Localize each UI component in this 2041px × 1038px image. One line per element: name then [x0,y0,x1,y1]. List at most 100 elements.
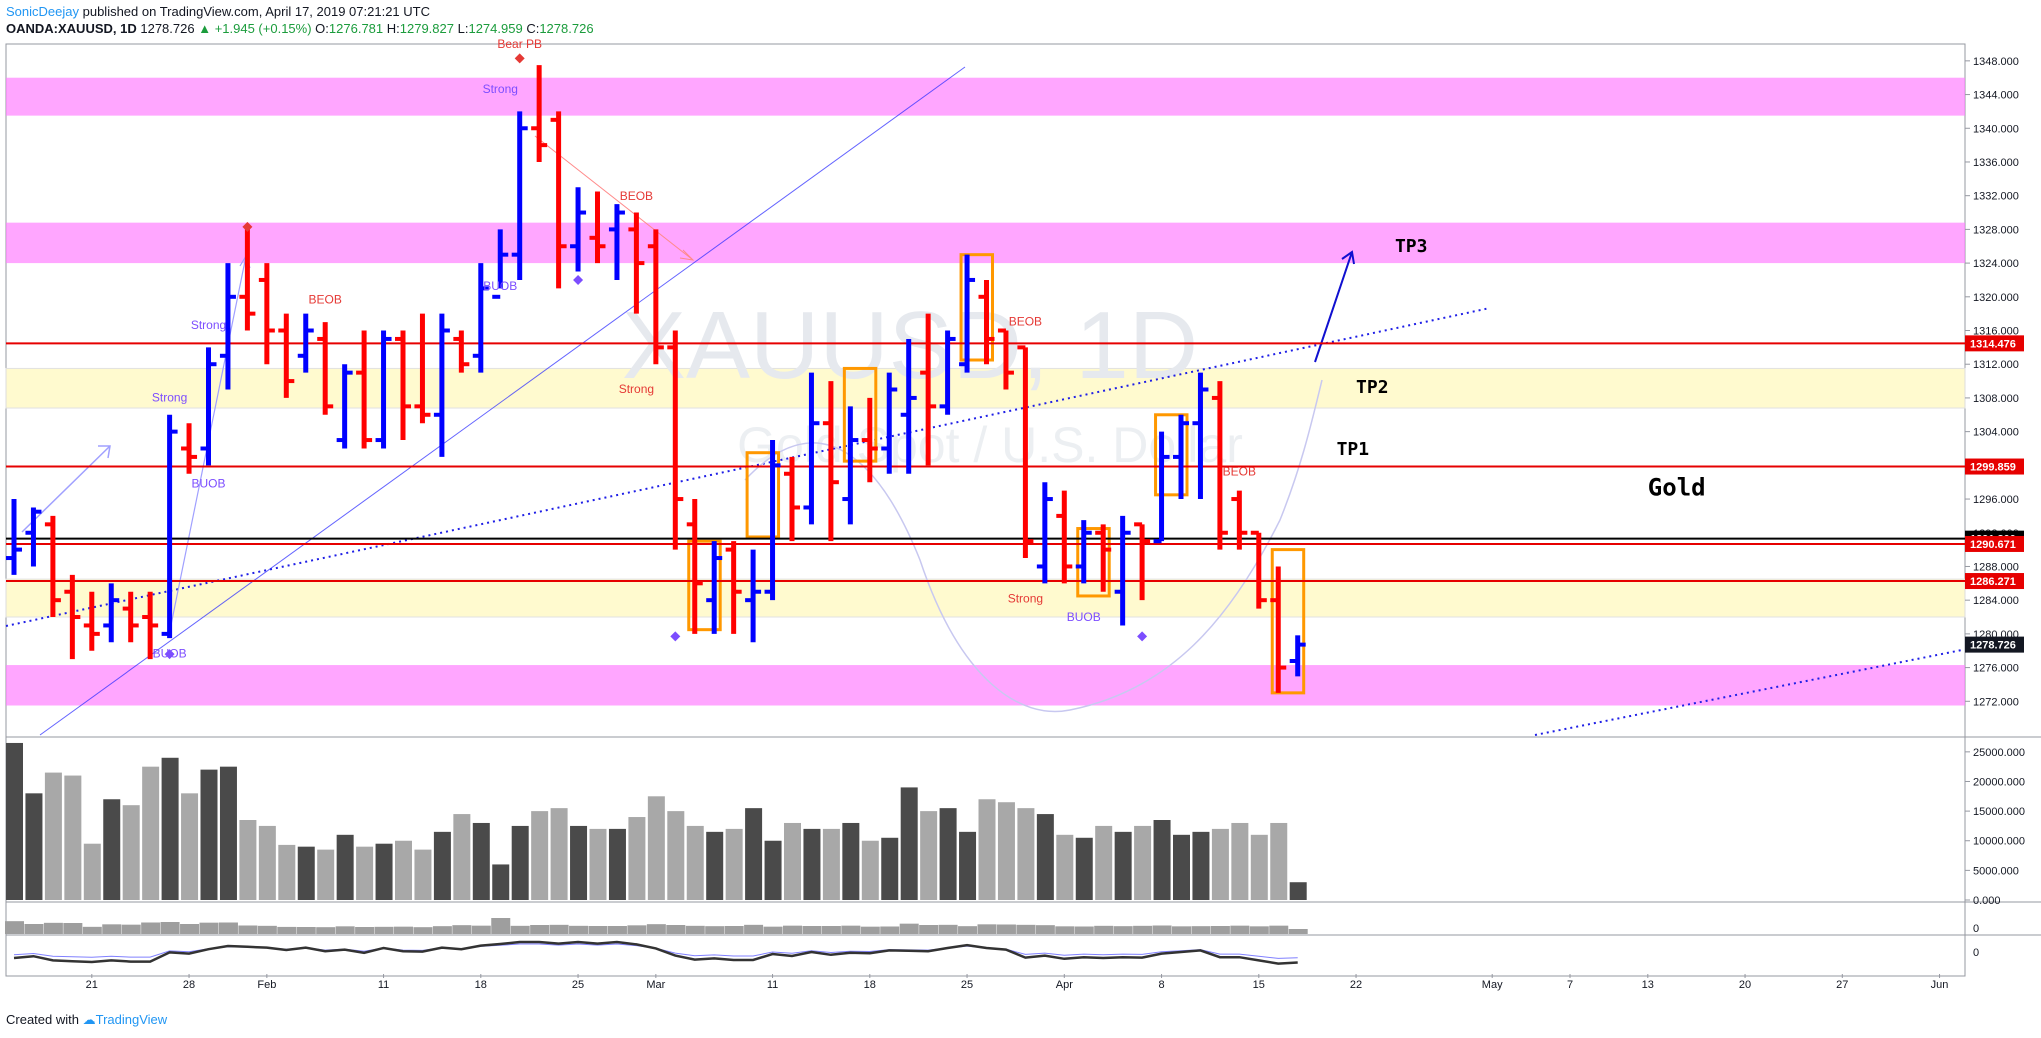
price-tick-label: 1276.000 [1973,663,2019,675]
oscillator-bar [646,924,666,934]
volume-bar [803,828,821,900]
oscillator-bar [257,925,277,934]
oscillator-bar [607,926,627,934]
oscillator-bar [899,923,919,934]
published-text: published on TradingView.com, April 17, … [79,4,430,19]
oscillator-bar [841,925,861,934]
oscillator-bar [996,924,1016,934]
close-value: 1278.726 [539,21,594,36]
time-tick-label: 25 [572,979,584,991]
volume-bar [1250,834,1268,900]
oscillator-bar [1210,926,1230,934]
time-tick-label: Jun [1931,979,1949,991]
pattern-label: Strong [483,82,518,96]
tradingview-logo-icon: ☁ [82,1012,96,1027]
oscillator-bar [335,926,355,934]
oscillator-bar [296,927,316,934]
time-tick-label: 20 [1739,979,1751,991]
price-tick-label: 1296.000 [1973,494,2019,506]
volume-bar [784,822,801,900]
price-tick-label: 1340.000 [1973,123,2019,135]
volume-bar [628,817,646,900]
high-value: 1279.827 [399,21,454,36]
volume-bar [550,808,568,900]
symbol-name: OANDA:XAUUSD, 1D [6,21,137,36]
symbol-legend: OANDA:XAUUSD, 1D 1278.726 ▲ +1.945 (+0.1… [6,21,594,36]
time-tick-label: 18 [864,979,876,991]
oscillator-bar [1152,925,1172,934]
oscillator-bar [860,926,880,934]
volume-bar [959,831,977,900]
price-tick-label: 1344.000 [1973,90,2019,102]
pattern-label: BEOB [1009,314,1042,328]
sr-zone [5,578,1966,618]
pattern-label: BEOB [620,189,653,203]
volume-bar [1231,822,1249,900]
oscillator-bar [958,926,978,934]
oscillator-bar [1074,926,1094,934]
time-tick-label: 18 [475,979,487,991]
oscillator-bar [938,924,958,934]
oscillator-bar [783,925,802,934]
dotted-trend-line [1534,649,1963,736]
low-label: L: [457,21,469,36]
bear-arrow-head [679,249,695,261]
chart-header: SonicDeejay published on TradingView.com… [6,4,430,19]
volume-bar [997,802,1015,900]
volume-bar [1211,828,1229,900]
volume-tick-label: 25000.000 [1973,747,2025,759]
oscillator-bar [316,927,336,934]
sr-zone [6,77,1965,116]
price-tick-label: 1324.000 [1973,258,2019,270]
open-value: 1276.781 [328,21,384,36]
oscillator-bar [1094,925,1114,934]
volume-bar [686,825,704,900]
oscillator-bar [355,927,375,934]
up-arrow [21,445,111,533]
volume-bar [1017,808,1035,900]
pattern-label: Strong [1008,592,1043,606]
time-tick-label: 11 [767,979,778,991]
pattern-label: BUOB [483,279,517,293]
time-tick-label: 7 [1567,979,1573,991]
volume-bar [278,844,296,900]
oscillator-bar [491,918,511,934]
volume-bar [297,846,315,900]
last-price: 1278.726 [140,21,195,36]
price-level-badge-label: 1290.671 [1970,539,2016,551]
oscillator-bar [199,922,219,934]
pattern-label: BUOB [191,476,225,490]
author-link[interactable]: SonicDeejay [6,4,79,19]
oscillator-bar [413,927,433,934]
tradingview-brand[interactable]: TradingView [95,1012,168,1027]
oscillator-bar [744,924,764,934]
price-level-badge-label: 1286.271 [1970,576,2016,588]
volume-bar [219,766,237,900]
volume-bar [706,831,724,900]
oscillator-bar [180,924,200,934]
footer: Created with ☁TradingView [6,1012,167,1028]
oscillator-bar [1172,926,1191,934]
volume-bar [6,742,23,900]
volume-bar [492,864,510,900]
volume-bar [83,843,101,900]
volume-bar [589,828,607,900]
volume-bar [1036,814,1054,900]
time-tick-label: 22 [1350,979,1362,991]
price-tick-label: 1336.000 [1973,157,2019,169]
time-tick-label: 21 [86,979,98,991]
oscillator-bar [218,922,238,934]
price-level-badge [1965,636,2024,653]
sr-zone [6,665,1965,706]
watermark-description: Gold Spot / U.S. Dollar [737,417,1243,473]
oscillator-bar [374,926,394,934]
price-level-badge-label: 1314.476 [1970,338,2016,350]
oscillator-bar [24,924,44,934]
time-tick-label: Feb [257,979,276,991]
oscillator-bar [1269,925,1289,934]
pattern-label: BUOB [1067,610,1101,624]
target-label: Gold [1648,474,1706,502]
pattern-label: BEOB [1223,464,1256,478]
oscillator-bar [1191,926,1211,934]
